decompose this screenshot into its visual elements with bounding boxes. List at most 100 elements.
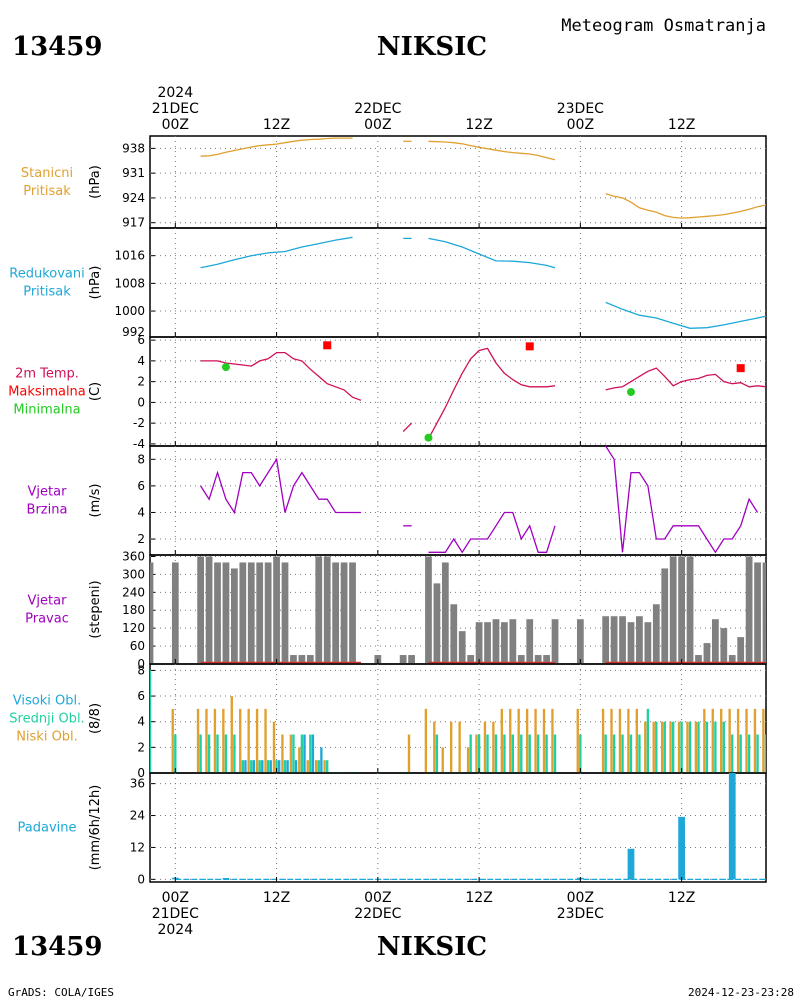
low-cloud-bar: [441, 747, 444, 773]
direction-bar: [441, 562, 449, 664]
low-cloud-bar: [711, 708, 714, 773]
y-tick-label: 1008: [114, 276, 145, 290]
direction-bar: [315, 556, 323, 664]
high-cloud-bar: [216, 734, 219, 773]
low-cloud-bar: [475, 734, 478, 773]
high-cloud-bar: [477, 734, 481, 773]
station-name-bottom: NIKSIC: [377, 932, 487, 962]
direction-bar: [323, 556, 331, 664]
low-cloud-bar: [753, 708, 757, 773]
low-cloud-bar: [669, 721, 672, 773]
y-tick-label: 240: [122, 585, 145, 599]
panel-label: Brzina: [27, 503, 68, 518]
y-tick-label: 12: [130, 840, 145, 854]
panel-data: [200, 137, 766, 219]
low-cloud-bar: [736, 708, 740, 773]
mid-cloud-bar: [269, 760, 272, 773]
direction-bar: [754, 562, 761, 664]
direction-bar: [458, 631, 466, 664]
panel-data: [200, 446, 759, 554]
panel-label: 2m Temp.: [15, 367, 79, 382]
high-cloud-bar: [174, 734, 177, 773]
panel-label: Pritisak: [23, 184, 71, 199]
mid-cloud-bar: [311, 734, 315, 773]
y-axis-label: (hPa): [88, 266, 103, 300]
max-temp-marker: [525, 342, 534, 351]
time-label: 12Z: [465, 890, 492, 906]
low-cloud-bar: [239, 708, 242, 773]
high-cloud-bar: [714, 721, 717, 773]
precip-bar: [728, 773, 736, 880]
high-cloud-bar: [553, 734, 557, 773]
high-cloud-bar: [199, 734, 202, 773]
low-cloud-bar: [703, 708, 706, 773]
high-cloud-bar: [233, 734, 236, 773]
low-cloud-bar: [694, 721, 698, 773]
direction-bar: [450, 604, 458, 664]
mid-cloud-bar: [261, 760, 264, 773]
high-cloud-bar: [528, 734, 531, 773]
direction-bar: [703, 643, 711, 664]
direction-bar: [728, 655, 736, 664]
high-cloud-bar: [250, 760, 253, 773]
direction-bar: [610, 616, 618, 664]
y-tick-label: 938: [122, 141, 145, 155]
direction-bar: [636, 616, 643, 664]
min-temp-marker: [221, 363, 230, 372]
direction-bar: [644, 622, 652, 664]
panel-label: Stanicni: [21, 166, 73, 181]
series-line: [428, 511, 556, 554]
direction-bar: [290, 655, 297, 664]
panel-cloud_cover: 0 2 4 6 8 (8/8) Visoki Obl. Srednji Obl. Niski O…: [9, 663, 769, 780]
station-name-top: NIKSIC: [377, 32, 487, 62]
series-line: [428, 237, 556, 269]
low-cloud-bar: [576, 708, 579, 773]
panel-reduced_pressure: 1000 1008 1016 992 (hPa) Redukovani Pritisak: [9, 227, 767, 339]
time-label: 12Z: [263, 117, 290, 133]
direction-bar: [762, 562, 766, 664]
y-tick-label: 931: [122, 166, 145, 180]
low-cloud-bar: [720, 708, 723, 773]
y-axis-label: (8/8): [88, 703, 103, 734]
y-tick-label: 360: [122, 549, 145, 563]
direction-bar: [256, 562, 264, 664]
time-label: 00Z: [364, 890, 391, 906]
mid-cloud-bar: [286, 760, 289, 773]
y-tick-label: 8: [137, 452, 145, 466]
direction-bar: [576, 619, 584, 664]
low-cloud-bar: [289, 734, 293, 773]
low-cloud-bar: [652, 721, 655, 773]
y-tick-label: 4: [137, 715, 145, 729]
low-cloud-bar: [255, 708, 259, 773]
y-tick-label: 180: [122, 603, 145, 617]
low-cloud-bar: [686, 721, 689, 773]
time-label: 2024: [157, 85, 193, 101]
y-tick-label: 924: [122, 191, 145, 205]
direction-bar: [686, 556, 694, 664]
high-cloud-bar: [292, 734, 295, 773]
panel-label: Pravac: [25, 612, 69, 627]
mid-cloud-bar: [767, 772, 769, 773]
high-cloud-bar: [258, 760, 261, 773]
mid-cloud-bar: [244, 760, 247, 773]
direction-bar: [501, 622, 508, 664]
high-cloud-bar: [520, 734, 523, 773]
direction-bar: [517, 655, 525, 664]
panel-wind_speed: 2 4 6 8 (m/s) Vjetar Brzina: [27, 445, 767, 556]
low-cloud-bar: [230, 696, 233, 773]
high-cloud-bar: [747, 734, 751, 773]
y-tick-label: 0: [137, 395, 145, 409]
time-label: 00Z: [162, 890, 189, 906]
time-label: 21DEC: [152, 906, 199, 922]
high-cloud-bar: [739, 734, 742, 773]
low-cloud-bar: [534, 708, 537, 773]
high-cloud-bar: [536, 734, 540, 773]
low-cloud-bar: [264, 708, 267, 773]
y-tick-label: 8: [137, 663, 145, 677]
max-temp-marker: [323, 341, 332, 350]
low-cloud-bar: [458, 721, 461, 773]
high-cloud-bar: [150, 670, 152, 773]
